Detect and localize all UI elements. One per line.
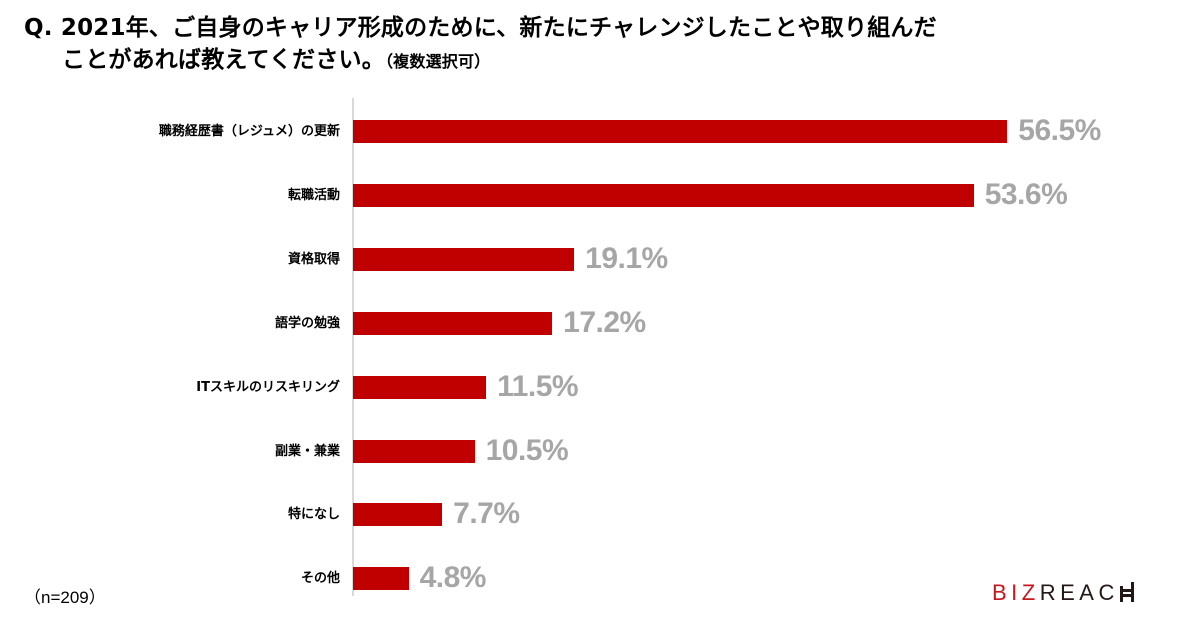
value-label: 53.6% [984, 177, 1068, 211]
value-label: 7.7% [453, 497, 520, 531]
title-line-2: ことがあれば教えてください。（複数選択可） [62, 47, 491, 73]
bar [353, 183, 974, 207]
bar-row: ITスキルのリスキリング 11.5% [0, 370, 1200, 403]
category-label: 副業・兼業 [274, 443, 340, 459]
bar [353, 247, 575, 271]
y-axis-line [352, 98, 354, 596]
bizreach-logo: BIZREAC [992, 580, 1134, 606]
category-label: 転職活動 [287, 187, 340, 203]
value-label: 10.5% [485, 433, 569, 467]
bar-row: 特になし 7.7% [0, 497, 1200, 530]
logo-biz-text: BIZ [992, 580, 1040, 605]
bar [353, 567, 409, 591]
value-label: 11.5% [497, 369, 579, 403]
category-label: 語学の勉強 [274, 315, 340, 331]
value-label: 4.8% [419, 561, 487, 595]
bar [353, 311, 553, 335]
value-label: 56.5% [1018, 114, 1101, 147]
category-label: ITスキルのリスキリング [196, 379, 340, 395]
bar [353, 503, 443, 527]
category-label: 職務経歴書（レジュメ）の更新 [158, 124, 340, 139]
bar-row: 資格取得 19.1% [0, 242, 1200, 275]
bar-row: 職務経歴書（レジュメ）の更新 56.5% [0, 114, 1200, 147]
bar-row: その他 4.8% [0, 561, 1200, 594]
value-label: 17.2% [563, 305, 646, 339]
sample-size-note: （n=209） [24, 588, 106, 607]
value-label: 19.1% [585, 241, 668, 275]
bar [353, 120, 1008, 143]
bar-row: 転職活動 53.6% [0, 178, 1200, 211]
category-label: 特になし [287, 507, 340, 523]
bar [353, 439, 475, 463]
logo-reach-text: REAC [1039, 580, 1119, 605]
category-label: 資格取得 [287, 251, 340, 267]
title-subnote: （複数選択可） [384, 52, 491, 71]
bar-row: 語学の勉強 17.2% [0, 306, 1200, 339]
category-label: その他 [300, 571, 340, 587]
title-line-1: Q. 2021年、ご自身のキャリア形成のために、新たにチャレンジしたことや取り組… [24, 15, 937, 41]
chart-title: Q. 2021年、ご自身のキャリア形成のために、新たにチャレンジしたことや取り組… [24, 12, 1194, 78]
bar-row: 副業・兼業 10.5% [0, 434, 1200, 467]
logo-h-mark-icon [1119, 582, 1134, 602]
bar [353, 375, 487, 399]
